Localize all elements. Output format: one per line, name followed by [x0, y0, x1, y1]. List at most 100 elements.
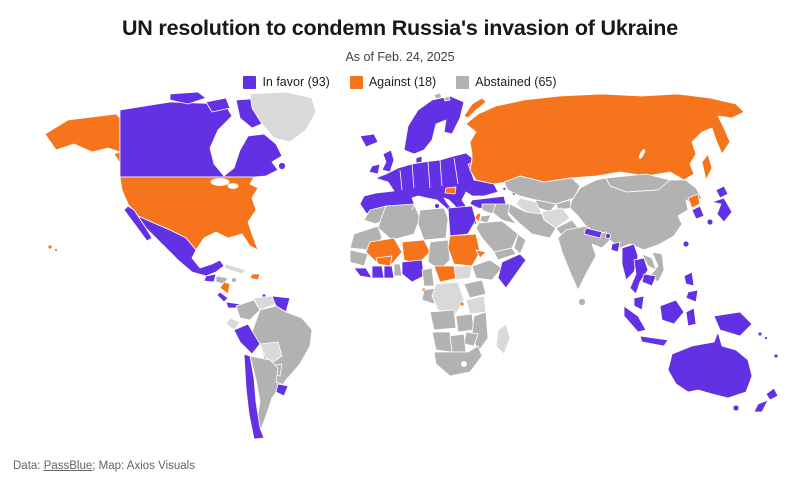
- country-cote-divoire: [371, 265, 385, 279]
- legend-label-abstained: Abstained (65): [475, 75, 557, 89]
- subtitle-date: As of Feb. 24, 2025: [345, 50, 455, 64]
- country-burundi: [459, 301, 465, 307]
- country-colombia: [235, 299, 261, 321]
- country-myanmar: [621, 243, 639, 281]
- legend-item-abstained: Abstained (65): [456, 75, 557, 89]
- country-syria: [481, 203, 497, 215]
- country-mozambique: [471, 311, 489, 353]
- country-canada-newfoundland: [278, 162, 286, 170]
- region-gabon-congo: [421, 287, 437, 305]
- country-taiwan: [682, 240, 690, 248]
- legend: In favor (93) Against (18) Abstained (65…: [0, 75, 800, 89]
- country-philippines-luzon: [683, 271, 695, 287]
- island-sulawesi: [685, 307, 697, 327]
- islands-novaya-zemlya: [463, 97, 487, 119]
- legend-label-in-favor: In favor (93): [262, 75, 330, 89]
- legend-swatch-in-favor: [243, 75, 257, 89]
- country-madagascar: [495, 323, 511, 355]
- country-japan-hokkaido: [715, 185, 729, 199]
- country-bolivia: [259, 341, 283, 365]
- country-botswana: [449, 333, 467, 353]
- country-algeria: [377, 203, 421, 241]
- world-map-svg: [44, 92, 779, 440]
- country-libya: [417, 207, 449, 241]
- country-denmark: [415, 155, 423, 164]
- country-india: [557, 225, 611, 291]
- country-cuba: [223, 263, 247, 275]
- country-south-sudan: [453, 265, 473, 281]
- country-yemen: [493, 247, 517, 261]
- country-ireland: [368, 163, 381, 175]
- country-hispaniola: [249, 273, 261, 281]
- country-jamaica: [231, 277, 237, 283]
- island-tasmania: [732, 404, 740, 412]
- country-mexico-baja: [123, 205, 153, 242]
- legend-item-in-favor: In favor (93): [243, 75, 330, 89]
- country-guatemala: [203, 273, 217, 283]
- country-new-zealand-north: [765, 387, 779, 401]
- country-greenland: [249, 92, 317, 143]
- country-iran: [507, 203, 557, 239]
- legend-swatch-abstained: [456, 75, 470, 89]
- legend-label-against: Against (18): [368, 75, 437, 89]
- passblue-link[interactable]: PassBlue: [43, 460, 93, 472]
- region-uganda-kenya: [463, 279, 487, 299]
- lesotho-hole: [461, 361, 467, 367]
- country-nepal: [583, 227, 603, 239]
- lake-baikal: [638, 149, 646, 159]
- world-choropleth-map: [0, 92, 800, 442]
- country-chile: [243, 353, 265, 440]
- island-borneo: [659, 299, 685, 325]
- country-north-korea: [687, 193, 701, 209]
- country-philippines-mindanao: [685, 289, 699, 303]
- legend-item-against: Against (18): [349, 75, 437, 89]
- country-south-africa: [433, 345, 483, 377]
- country-fiji: [773, 353, 779, 359]
- country-nicaragua: [219, 281, 231, 295]
- region-sierra-leone-liberia: [353, 267, 373, 279]
- country-japan-kyushu: [706, 218, 714, 226]
- country-cameroon: [421, 267, 435, 287]
- country-hungary: [444, 186, 457, 195]
- country-eritrea: [475, 249, 487, 259]
- country-sudan: [447, 233, 481, 267]
- country-malaysia: [633, 295, 645, 311]
- country-iceland: [359, 133, 379, 148]
- country-venezuela: [253, 295, 277, 311]
- legend-swatch-against: [349, 75, 363, 89]
- country-argentina: [249, 355, 283, 433]
- country-canada-arctic-islands: [169, 92, 207, 105]
- country-vietnam: [649, 251, 665, 283]
- country-australia: [667, 331, 753, 399]
- country-bhutan: [605, 233, 611, 239]
- country-hawaii: [47, 244, 58, 252]
- country-peru: [233, 323, 261, 355]
- country-israel: [474, 212, 482, 223]
- country-zambia: [455, 313, 475, 333]
- region-senegal-guinea: [349, 249, 369, 267]
- country-egypt: [447, 205, 477, 237]
- region-togo-benin: [393, 263, 403, 277]
- country-tanzania: [465, 295, 487, 315]
- country-chad: [427, 239, 451, 271]
- country-namibia: [431, 331, 453, 353]
- great-lakes-east: [227, 183, 239, 189]
- island-java: [639, 335, 669, 347]
- data-prefix: Data:: [13, 460, 44, 472]
- country-uruguay: [275, 383, 289, 397]
- country-brazil: [251, 305, 313, 393]
- country-canada-victoria-island: [205, 97, 231, 113]
- island-sumatra: [623, 305, 647, 333]
- country-scandinavia: [403, 95, 465, 155]
- europe-internal-borders: [399, 157, 459, 211]
- country-mexico: [137, 215, 225, 277]
- country-mali: [365, 237, 403, 265]
- country-russia: [465, 93, 745, 185]
- credit-suffix: ; Map: Axios Visuals: [92, 460, 195, 472]
- country-uk: [381, 149, 395, 173]
- country-canada: [119, 101, 283, 178]
- country-drc: [431, 281, 465, 315]
- country-niger: [401, 239, 431, 265]
- source-credit: Data: PassBlue; Map: Axios Visuals: [13, 460, 195, 472]
